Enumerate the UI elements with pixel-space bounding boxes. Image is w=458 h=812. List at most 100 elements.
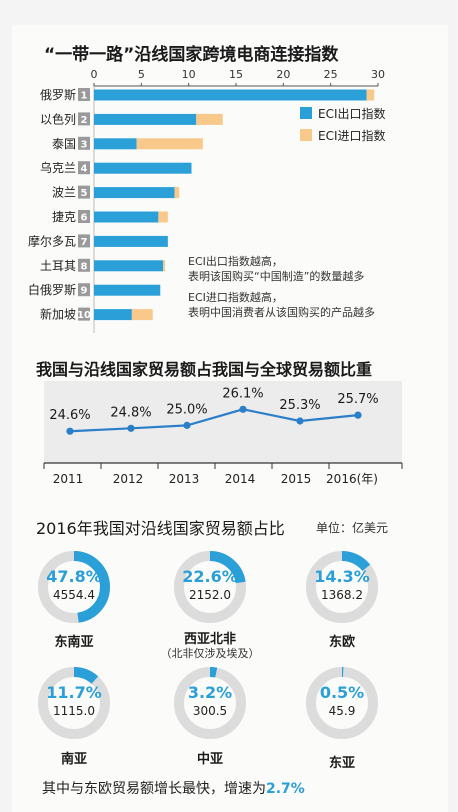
rank-badge-1	[78, 112, 90, 126]
bar-import-2	[136, 138, 203, 150]
bar-export-4	[94, 187, 175, 199]
rank-number-4: 5	[81, 188, 88, 199]
bar-export-0	[94, 89, 367, 101]
donut-percent-0: 47.8%	[46, 567, 102, 586]
eci-chart-title: “一带一路”沿线国家跨境电商连接指数	[44, 45, 339, 65]
donut-region-1: 西亚北非	[183, 632, 236, 647]
donut-percent-5: 0.5%	[319, 683, 365, 702]
line-value-label-2: 25.0%	[166, 402, 207, 417]
donut-region-5: 东亚	[328, 756, 355, 771]
donut-arc-3	[38, 667, 110, 739]
rank-number-2: 3	[81, 139, 88, 150]
line-x-label-4: 2015	[281, 472, 312, 486]
bar-export-1	[94, 113, 197, 125]
eci-import-note-line2: 表明中国消费者从该国购买的产品越多	[188, 306, 375, 319]
line-point-1	[127, 424, 135, 432]
line-x-label-5: 2016(年)	[326, 472, 378, 486]
donut-value-3: 1115.0	[53, 704, 95, 718]
donut-arc-2	[306, 551, 378, 623]
legend-swatch-0	[300, 107, 312, 119]
bar-import-5	[158, 211, 168, 223]
line-point-4	[296, 417, 304, 425]
donut-arc-1	[174, 551, 246, 623]
bar-export-7	[94, 260, 164, 272]
bar-export-3	[94, 162, 192, 174]
rank-number-9: 10	[77, 310, 91, 321]
category-label-2: 泰国	[52, 137, 76, 151]
donut-region-2: 东欧	[328, 635, 355, 650]
rank-badge-3	[78, 161, 90, 175]
rank-number-7: 8	[81, 261, 88, 272]
trade-share-donut-title: 2016年我国对沿线国家贸易额占比	[36, 519, 285, 538]
line-value-label-5: 25.7%	[337, 392, 378, 407]
rank-badge-0	[78, 88, 90, 101]
category-label-9: 新加坡	[40, 307, 76, 322]
rank-number-3: 4	[81, 164, 88, 175]
bar-import-9	[131, 309, 153, 321]
footer-note: 其中与东欧贸易额增长最快，增速为2.7%	[42, 778, 305, 798]
rank-badge-7	[78, 258, 90, 272]
line-x-label-3: 2014	[225, 472, 256, 486]
footer-highlight: 2.7%	[266, 781, 305, 797]
line-x-label-2: 2013	[169, 472, 200, 486]
eci-bar-chart: 0 5 10 15 20 25 30 俄罗斯 1 以色列 2 泰国 3 乌克兰 4 波兰 5 捷克 6 摩尔多瓦 7 土耳…	[28, 68, 386, 333]
category-label-8: 白俄罗斯	[28, 282, 76, 297]
line-chart-band	[44, 381, 402, 463]
donut-value-5: 45.9	[328, 704, 356, 718]
line-x-label-1: 2012	[113, 472, 144, 486]
line-point-5	[354, 411, 362, 419]
rank-number-6: 7	[81, 237, 88, 248]
line-x-label-0: 2011	[53, 472, 84, 486]
donut-percent-2: 14.3%	[314, 567, 370, 586]
donut-arc-0	[38, 551, 110, 623]
x-tick-label-2: 10	[182, 68, 196, 81]
x-tick-label-4: 20	[276, 68, 290, 81]
donut-track-5	[306, 667, 378, 739]
line-value-label-4: 25.3%	[279, 398, 320, 413]
donut-arc-4	[174, 667, 246, 739]
bar-export-8	[94, 284, 161, 296]
category-label-7: 土耳其	[40, 259, 76, 273]
x-tick-label-3: 15	[229, 68, 243, 81]
line-value-label-0: 24.6%	[49, 408, 90, 423]
donut-track-4	[174, 667, 246, 739]
donut-value-2: 1368.2	[321, 588, 363, 602]
bar-import-1	[196, 113, 223, 125]
x-tick-label-0: 0	[91, 68, 98, 81]
donut-track-3	[38, 667, 110, 739]
eci-export-note-line2: 表明该国购买“中国制造”的数量越多	[188, 270, 365, 283]
donut-region-0: 东南亚	[54, 635, 94, 650]
legend-swatch-1	[300, 129, 312, 141]
rank-badge-2	[78, 136, 90, 150]
legend-label-1: ECI进口指数	[318, 128, 386, 143]
bar-import-4	[174, 187, 180, 199]
x-tick-label-6: 30	[371, 68, 385, 81]
donut-region-4: 中亚	[196, 752, 223, 767]
legend-label-0: ECI出口指数	[318, 106, 386, 121]
line-point-2	[183, 421, 191, 429]
donut-arc-5	[306, 667, 378, 739]
x-tick-label-5: 25	[324, 68, 338, 81]
eci-export-note-line1: ECI出口指数越高，	[188, 255, 283, 268]
donut-region-3: 南亚	[60, 752, 87, 767]
rank-number-0: 1	[81, 91, 88, 102]
line-value-label-1: 24.8%	[110, 405, 151, 420]
bar-export-5	[94, 211, 159, 223]
line-point-0	[66, 427, 74, 435]
rank-number-1: 2	[81, 115, 88, 126]
category-label-1: 以色列	[40, 112, 76, 126]
donut-value-4: 300.5	[192, 704, 228, 718]
category-label-5: 捷克	[52, 210, 76, 224]
donut-percent-4: 3.2%	[187, 683, 233, 702]
category-label-3: 乌克兰	[40, 160, 76, 175]
line-point-3	[239, 405, 247, 413]
donut-percent-3: 11.7%	[46, 683, 102, 702]
unit-label: 单位：亿美元	[316, 521, 389, 535]
rank-badge-6	[78, 234, 90, 248]
bar-import-0	[366, 89, 375, 101]
bar-import-7	[163, 260, 165, 272]
donut-value-0: 4554.4	[53, 588, 95, 602]
rank-badge-5	[78, 210, 90, 223]
